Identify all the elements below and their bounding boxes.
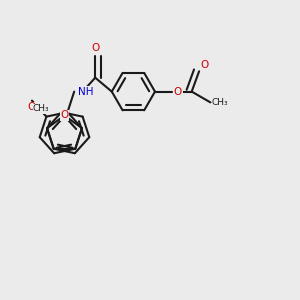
Text: NH: NH <box>78 87 93 97</box>
Text: O: O <box>174 87 182 97</box>
Text: CH₃: CH₃ <box>212 98 229 107</box>
Text: CH₃: CH₃ <box>33 104 50 113</box>
Text: O: O <box>28 102 36 112</box>
Text: O: O <box>60 110 69 121</box>
Text: O: O <box>91 43 99 53</box>
Text: O: O <box>201 60 209 70</box>
